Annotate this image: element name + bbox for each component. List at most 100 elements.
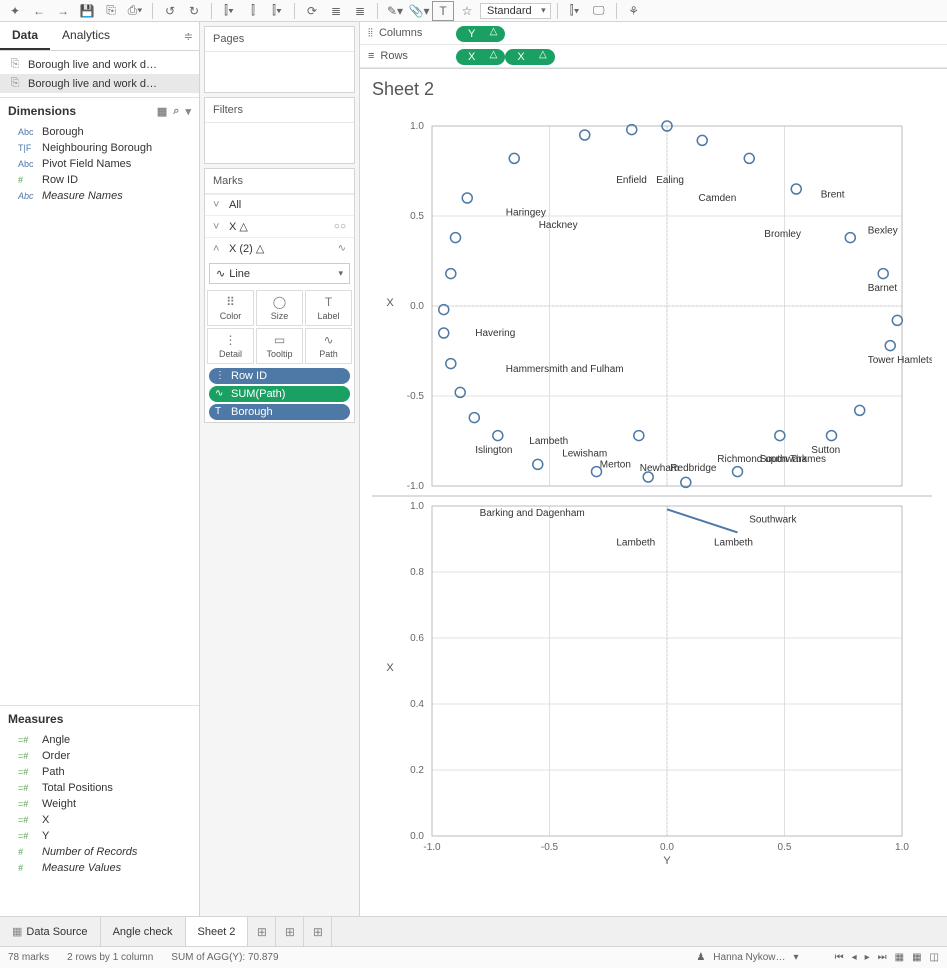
svg-text:-0.5: -0.5 bbox=[407, 391, 425, 402]
field-item[interactable]: =#Order bbox=[0, 748, 199, 764]
datasource-item[interactable]: ⎘Borough live and work d… bbox=[0, 74, 199, 93]
sort-desc-icon[interactable]: ⫿▾ bbox=[266, 1, 288, 21]
field-item[interactable]: =#Y bbox=[0, 828, 199, 844]
field-item[interactable]: =#Path bbox=[0, 764, 199, 780]
tab-analytics[interactable]: Analytics bbox=[50, 22, 122, 50]
field-type-icon: # bbox=[18, 863, 36, 873]
svg-text:0.0: 0.0 bbox=[410, 831, 424, 842]
forward-icon[interactable]: → bbox=[52, 1, 74, 21]
field-item[interactable]: =#Weight bbox=[0, 796, 199, 812]
svg-text:Barnet: Barnet bbox=[868, 283, 898, 294]
highlight-icon[interactable]: ✎▾ bbox=[384, 1, 406, 21]
new-worksheet-icon[interactable]: ⎙▾ bbox=[124, 1, 146, 21]
back-icon[interactable]: ← bbox=[28, 1, 50, 21]
shelf-pill[interactable]: X bbox=[456, 49, 505, 65]
sheet-title[interactable]: Sheet 2 bbox=[372, 79, 935, 100]
datasource-item[interactable]: ⎘Borough live and work d… bbox=[0, 55, 199, 74]
svg-text:Haringey: Haringey bbox=[506, 207, 546, 218]
mark-size-button[interactable]: ◯Size bbox=[256, 290, 303, 326]
filters-shelf[interactable]: Filters bbox=[204, 97, 355, 164]
new-sheet-icon[interactable]: ⊞ bbox=[248, 917, 276, 946]
nav-next-icon[interactable]: ▸ bbox=[865, 952, 870, 963]
save-icon[interactable]: 💾 bbox=[76, 1, 98, 21]
star-icon[interactable]: ☆ bbox=[456, 1, 478, 21]
new-datasource-icon[interactable]: ⎘ bbox=[100, 1, 122, 21]
new-story-icon[interactable]: ⊞ bbox=[304, 917, 332, 946]
redo-icon[interactable]: ↻ bbox=[183, 1, 205, 21]
status-user[interactable]: Hanna Nykow… bbox=[713, 952, 785, 963]
columns-shelf[interactable]: ⦙⦙Columns Y bbox=[360, 22, 947, 45]
tab-data[interactable]: Data bbox=[0, 22, 50, 50]
swap-icon[interactable]: ⫿▾ bbox=[218, 1, 240, 21]
sheet-tab[interactable]: Sheet 2 bbox=[186, 917, 249, 946]
abc-icon[interactable]: ≣ bbox=[349, 1, 371, 21]
menu-icon[interactable]: ▾ bbox=[185, 105, 191, 118]
mark-label-button[interactable]: TLabel bbox=[305, 290, 352, 326]
sort-asc-icon[interactable]: ⫿ bbox=[242, 1, 264, 21]
mark-pill[interactable]: Row ID bbox=[209, 368, 350, 384]
group-icon[interactable]: ⟳ bbox=[301, 1, 323, 21]
svg-text:-0.5: -0.5 bbox=[541, 842, 559, 853]
field-item[interactable]: =#Angle bbox=[0, 732, 199, 748]
field-item[interactable]: #Measure Values bbox=[0, 860, 199, 876]
fit-dropdown[interactable]: Standard bbox=[480, 3, 551, 19]
field-item[interactable]: AbcBorough bbox=[0, 124, 199, 140]
svg-text:Hammersmith and Fulham: Hammersmith and Fulham bbox=[506, 364, 624, 375]
mark-color-button[interactable]: ⠿Color bbox=[207, 290, 254, 326]
svg-text:Lambeth: Lambeth bbox=[714, 538, 753, 549]
status-bar: 78 marks 2 rows by 1 column SUM of AGG(Y… bbox=[0, 946, 947, 968]
sheet-tab[interactable]: Angle check bbox=[101, 917, 186, 946]
field-item[interactable]: =#X bbox=[0, 812, 199, 828]
search-icon[interactable]: ⌕ bbox=[173, 105, 179, 118]
text-icon[interactable]: T bbox=[432, 1, 454, 21]
mark-tooltip-button[interactable]: ▭Tooltip bbox=[256, 328, 303, 364]
mark-path-button[interactable]: ∿Path bbox=[305, 328, 352, 364]
field-item[interactable]: #Row ID bbox=[0, 172, 199, 188]
field-type-icon: Abc bbox=[18, 191, 36, 201]
shelf-pill[interactable]: Y bbox=[456, 26, 505, 42]
svg-text:1.0: 1.0 bbox=[410, 501, 424, 512]
field-item[interactable]: AbcPivot Field Names bbox=[0, 156, 199, 172]
pages-shelf[interactable]: Pages bbox=[204, 26, 355, 93]
mark-pill[interactable]: SUM(Path) bbox=[209, 386, 350, 402]
marks-layer-row[interactable]: ˄X (2) △∿ bbox=[205, 237, 354, 259]
field-item[interactable]: T|FNeighbouring Borough bbox=[0, 140, 199, 156]
db-menu-icon[interactable]: ≑ bbox=[184, 30, 193, 43]
marks-layer-row[interactable]: ˅All bbox=[205, 194, 354, 215]
showme-icon[interactable]: ⫿▾ bbox=[564, 1, 586, 21]
nav-first-icon[interactable]: ⏮ bbox=[835, 952, 844, 963]
new-dashboard-icon[interactable]: ⊞ bbox=[276, 917, 304, 946]
sheet-tab[interactable]: ▦Data Source bbox=[0, 917, 101, 946]
svg-text:X: X bbox=[386, 662, 394, 674]
nav-last-icon[interactable]: ⏭ bbox=[878, 952, 887, 963]
status-agg: SUM of AGG(Y): 70.879 bbox=[171, 952, 278, 963]
field-item[interactable]: AbcMeasure Names bbox=[0, 188, 199, 204]
nav-prev-icon[interactable]: ◂ bbox=[852, 952, 857, 963]
logo-icon[interactable]: ✦ bbox=[4, 1, 26, 21]
mark-detail-button[interactable]: ⋮Detail bbox=[207, 328, 254, 364]
svg-text:1.0: 1.0 bbox=[410, 121, 424, 132]
marktype-dropdown[interactable]: ∿Line bbox=[209, 263, 350, 284]
field-item[interactable]: =#Total Positions bbox=[0, 780, 199, 796]
mark-pill[interactable]: Borough bbox=[209, 404, 350, 420]
marks-card: Marks ˅All˅X △○○˄X (2) △∿ ∿Line ⠿Color◯S… bbox=[204, 168, 355, 423]
share-icon[interactable]: ⚘ bbox=[623, 1, 645, 21]
field-item[interactable]: #Number of Records bbox=[0, 844, 199, 860]
rows-shelf[interactable]: ≡Rows XX bbox=[360, 45, 947, 68]
view2-icon[interactable]: ▦ bbox=[912, 952, 921, 963]
pin-icon[interactable]: 📎▾ bbox=[408, 1, 430, 21]
totals-icon[interactable]: ≣ bbox=[325, 1, 347, 21]
svg-text:0.2: 0.2 bbox=[410, 765, 424, 776]
marks-layer-row[interactable]: ˅X △○○ bbox=[205, 215, 354, 237]
shelf-pill[interactable]: X bbox=[505, 49, 554, 65]
undo-icon[interactable]: ↺ bbox=[159, 1, 181, 21]
svg-text:Barking and Dagenham: Barking and Dagenham bbox=[480, 508, 585, 519]
user-menu-icon[interactable]: ▾ bbox=[794, 952, 799, 963]
view1-icon[interactable]: ▦ bbox=[895, 952, 904, 963]
visualization[interactable]: -1.0-0.50.00.51.0XBarking and DagenhamTo… bbox=[372, 106, 932, 866]
svg-text:Merton: Merton bbox=[600, 459, 631, 470]
field-type-icon: Abc bbox=[18, 127, 36, 137]
view-icon[interactable]: ▦ bbox=[157, 105, 167, 118]
view3-icon[interactable]: ◫ bbox=[930, 952, 939, 963]
present-icon[interactable]: 🖵 bbox=[588, 1, 610, 21]
